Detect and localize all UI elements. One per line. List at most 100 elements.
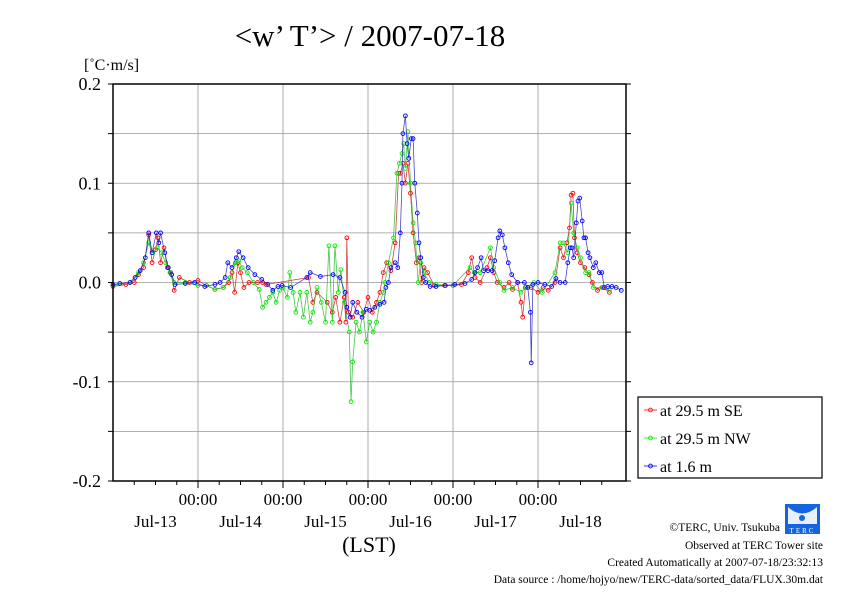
data-point <box>318 274 323 279</box>
data-point <box>236 258 242 264</box>
data-point <box>246 280 252 285</box>
data-point <box>477 280 483 285</box>
data-point <box>478 255 484 261</box>
data-point <box>182 281 188 286</box>
data-point <box>406 156 412 161</box>
data-point <box>585 250 591 256</box>
data-point <box>528 360 534 366</box>
data-point <box>370 329 376 335</box>
data-point <box>142 255 148 261</box>
data-point <box>250 280 256 285</box>
data-point <box>141 260 146 266</box>
data-point <box>552 270 558 275</box>
data-point <box>355 300 361 305</box>
data-point <box>609 284 615 289</box>
data-point <box>252 272 258 277</box>
data-point <box>165 265 171 270</box>
data-point <box>314 285 320 290</box>
data-point <box>117 281 123 286</box>
data-point <box>499 232 505 238</box>
data-point <box>132 275 138 280</box>
created-text: Created Automatically at 2007-07-18/23:3… <box>607 557 823 569</box>
data-point <box>475 265 480 270</box>
data-point <box>233 255 239 261</box>
data-point <box>410 230 416 236</box>
data-point <box>297 290 303 295</box>
data-point <box>497 280 503 285</box>
data-point <box>363 339 369 345</box>
data-point <box>416 240 422 246</box>
data-point <box>579 218 585 224</box>
data-point <box>386 280 391 285</box>
data-point <box>346 329 352 335</box>
data-point <box>383 285 389 290</box>
data-point <box>229 270 235 275</box>
data-point <box>570 190 576 196</box>
legend-swatch-marker <box>648 435 653 441</box>
data-point <box>542 282 548 287</box>
data-point <box>154 245 160 251</box>
data-point <box>404 141 410 146</box>
data-point <box>392 260 398 266</box>
data-point <box>501 288 507 293</box>
data-point <box>314 290 320 295</box>
data-point <box>535 280 541 285</box>
data-point <box>574 245 580 251</box>
data-point <box>596 270 602 275</box>
data-point <box>410 136 416 141</box>
x-tick-label: 00:00 <box>264 490 303 509</box>
data-point <box>169 272 175 277</box>
data-point <box>528 309 533 315</box>
data-point <box>472 275 478 280</box>
data-point <box>225 260 231 266</box>
data-point <box>153 230 159 236</box>
data-point <box>288 285 293 290</box>
data-point <box>395 265 401 270</box>
data-point <box>307 319 313 325</box>
data-point <box>568 200 574 206</box>
data-point <box>324 300 330 305</box>
data-point <box>518 290 524 295</box>
data-point <box>240 255 246 261</box>
axes: 0.2 0.1 0.0 -0.1 -0.2 00:00 00:00 00:00 00:00 00:… <box>73 74 631 531</box>
legend-label: at 1.6 m <box>660 459 713 476</box>
data-point <box>381 300 387 305</box>
day-label: Jul-17 <box>474 512 517 531</box>
data-point <box>359 314 365 320</box>
data-point <box>260 304 265 310</box>
data-point <box>408 180 413 186</box>
data-point <box>394 170 400 176</box>
data-point <box>561 255 566 261</box>
data-point <box>357 329 362 335</box>
data-point <box>241 285 247 290</box>
data-point <box>530 282 536 287</box>
data-point <box>229 265 235 270</box>
legend-box <box>637 396 823 479</box>
data-point <box>221 285 226 290</box>
data-point <box>323 319 328 325</box>
data-point <box>149 250 155 256</box>
data-point <box>607 290 612 295</box>
data-point <box>561 240 566 246</box>
data-point <box>535 290 541 295</box>
data-point <box>227 275 233 280</box>
data-point <box>571 255 577 261</box>
data-point <box>217 280 223 285</box>
data-point <box>472 270 478 275</box>
data-point <box>495 235 501 241</box>
data-point <box>469 277 475 282</box>
data-point <box>202 284 208 289</box>
data-point <box>330 272 336 277</box>
data-point <box>477 270 483 275</box>
data-point <box>492 258 498 264</box>
data-point <box>469 255 475 261</box>
data-point <box>420 275 426 280</box>
y-tick-label: 0.1 <box>79 173 102 193</box>
data-point <box>553 276 559 281</box>
data-point <box>581 235 587 241</box>
day-label: Jul-14 <box>219 512 262 531</box>
legend-swatch-marker <box>648 463 653 469</box>
series-connector-line <box>112 131 610 402</box>
data-point <box>212 282 218 287</box>
